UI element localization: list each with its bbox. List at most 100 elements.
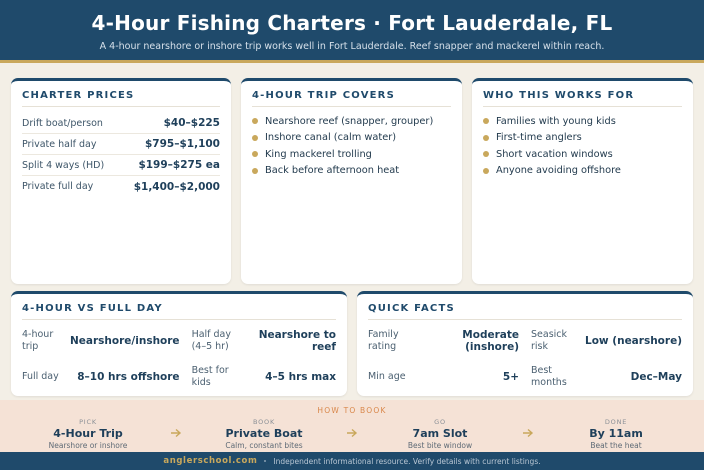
item-text: Inshore canal (calm water) (265, 132, 397, 144)
fact-label: Half day (4–5 hr) (191, 329, 232, 352)
price-row: Drift boat/person $40–$225 (22, 113, 220, 134)
list-item: Anyone avoiding offshore (483, 163, 682, 180)
price-row: Private full day $1,400–$2,000 (22, 176, 220, 197)
arrow (171, 428, 182, 438)
step-label: GO (434, 418, 446, 426)
item-text: First-time anglers (496, 132, 582, 144)
facts-card: QUICK FACTS Family rating Moderate (insho… (357, 291, 693, 396)
item-text: Anyone avoiding offshore (496, 165, 621, 177)
fact-label: Seasick risk (531, 329, 568, 352)
card-title: QUICK FACTS (368, 303, 682, 320)
bullet (252, 134, 258, 141)
header: 4-Hour Fishing Charters · Fort Lauderdal… (0, 0, 704, 63)
title: 4-Hour Fishing Charters · Fort Lauderdal… (91, 11, 613, 35)
step-label: PICK (79, 418, 97, 426)
step: BOOK Private Boat Calm, constant bites (194, 418, 334, 450)
step-title: By 11am (589, 427, 643, 440)
step: DONE By 11am Beat the heat (546, 418, 686, 450)
fact-cell: Best for kids 4–5 hrs max (192, 362, 336, 392)
price-label: Private half day (22, 138, 97, 150)
how-to-book: HOW TO BOOK PICK 4-Hour Trip Nearshore or … (0, 400, 704, 452)
price-label: Private full day (22, 181, 94, 192)
fact-cell: 4-hour trip Nearshore/inshore (22, 326, 180, 356)
fact-label: Best for kids (191, 365, 229, 388)
step-subtitle: Beat the heat (590, 441, 642, 450)
fact-cell: Full day 8–10 hrs offshore (22, 362, 180, 392)
fact-cell: Seasick risk Low (nearshore) (531, 326, 682, 356)
fact-value: Nearshore/inshore (70, 335, 180, 347)
price-value: $40–$225 (163, 117, 220, 129)
item-text: Nearshore reef (snapper, grouper) (265, 115, 434, 127)
fact-value: Moderate (inshore) (462, 329, 519, 353)
fact-value: Nearshore to reef (258, 329, 336, 353)
card-title: CHARTER PRICES (22, 90, 220, 107)
step-subtitle: Best bite window (407, 441, 473, 450)
fact-grid: 4-hour trip Nearshore/inshore Half day (4–… (22, 326, 336, 392)
step-subtitle: Calm, constant bites (225, 441, 303, 450)
fact-label: Family rating (368, 329, 399, 352)
fact-value: 4–5 hrs max (265, 371, 336, 383)
fact-grid: Family rating Moderate (inshore) Seasick r… (368, 326, 682, 392)
fact-label: Min age (368, 371, 406, 382)
item-text: Back before afternoon heat (265, 165, 400, 177)
bullet (252, 151, 258, 158)
arrow (347, 428, 358, 438)
prices-card: CHARTER PRICES Drift boat/person $40–$225… (11, 78, 231, 284)
price-value: $795–$1,100 (145, 138, 220, 150)
price-row: Split 4 ways (HD) $199–$275 ea (22, 155, 220, 176)
price-label: Drift boat/person (22, 117, 103, 129)
comparison-card: 4-HOUR VS FULL DAY 4-hour trip Nearshore/… (11, 291, 347, 396)
fact-cell: Half day (4–5 hr) Nearshore to reef (192, 326, 336, 356)
step-label: BOOK (252, 418, 276, 426)
who-card: WHO THIS WORKS FOR Families with young k… (472, 78, 693, 284)
step-subtitle: Nearshore or inshore (48, 441, 128, 450)
item-text: Families with young kids (496, 115, 616, 127)
arrow (523, 428, 534, 438)
list-item: Inshore canal (calm water) (252, 130, 451, 147)
price-value: $1,400–$2,000 (133, 180, 220, 193)
site: anglerschool.com (163, 456, 258, 466)
item-text: Short vacation windows (496, 148, 613, 160)
fact-label: Best months (531, 365, 567, 388)
list-item: Families with young kids (483, 113, 682, 130)
fact-value: 5+ (502, 371, 519, 383)
footer: anglerschool.com Independent information… (0, 452, 704, 470)
step-label: DONE (604, 418, 628, 426)
fact-label: 4-hour trip (22, 329, 54, 352)
price-row: Private half day $795–$1,100 (22, 134, 220, 155)
step-title: 4-Hour Trip (53, 427, 123, 440)
separator (264, 460, 267, 462)
bullet (483, 151, 489, 158)
fact-value: Low (nearshore) (585, 335, 682, 347)
section-title: HOW TO BOOK (317, 406, 387, 415)
disclaimer: Independent informational resource. Veri… (273, 456, 541, 466)
list-item: Nearshore reef (snapper, grouper) (252, 113, 451, 130)
step-title: Private Boat (225, 427, 303, 440)
card-title: 4-HOUR VS FULL DAY (22, 303, 336, 320)
fact-value: Dec–May (630, 371, 682, 383)
item-text: King mackerel trolling (265, 148, 372, 160)
bullet (252, 167, 258, 174)
fact-label: Full day (22, 371, 59, 382)
step: PICK 4-Hour Trip Nearshore or inshore (18, 418, 158, 450)
list-item: Back before afternoon heat (252, 163, 451, 180)
fact-value: 8–10 hrs offshore (77, 371, 180, 383)
subtitle: A 4-hour nearshore or inshore trip works… (99, 41, 605, 52)
fact-cell: Family rating Moderate (inshore) (368, 326, 519, 356)
fact-cell: Min age 5+ (368, 362, 519, 392)
bullet (252, 118, 258, 125)
step-title: 7am Slot (412, 427, 468, 440)
card-title: WHO THIS WORKS FOR (483, 90, 682, 107)
bullet (483, 167, 489, 174)
list-item: First-time anglers (483, 130, 682, 147)
list-item: King mackerel trolling (252, 146, 451, 163)
fact-cell: Best months Dec–May (531, 362, 682, 392)
covers-card: 4-HOUR TRIP COVERS Nearshore reef (snapp… (241, 78, 462, 284)
card-title: 4-HOUR TRIP COVERS (252, 90, 451, 107)
price-label: Split 4 ways (HD) (22, 159, 105, 171)
bullet (483, 118, 489, 125)
price-value: $199–$275 ea (138, 159, 220, 171)
step: GO 7am Slot Best bite window (370, 418, 510, 450)
list-item: Short vacation windows (483, 146, 682, 163)
